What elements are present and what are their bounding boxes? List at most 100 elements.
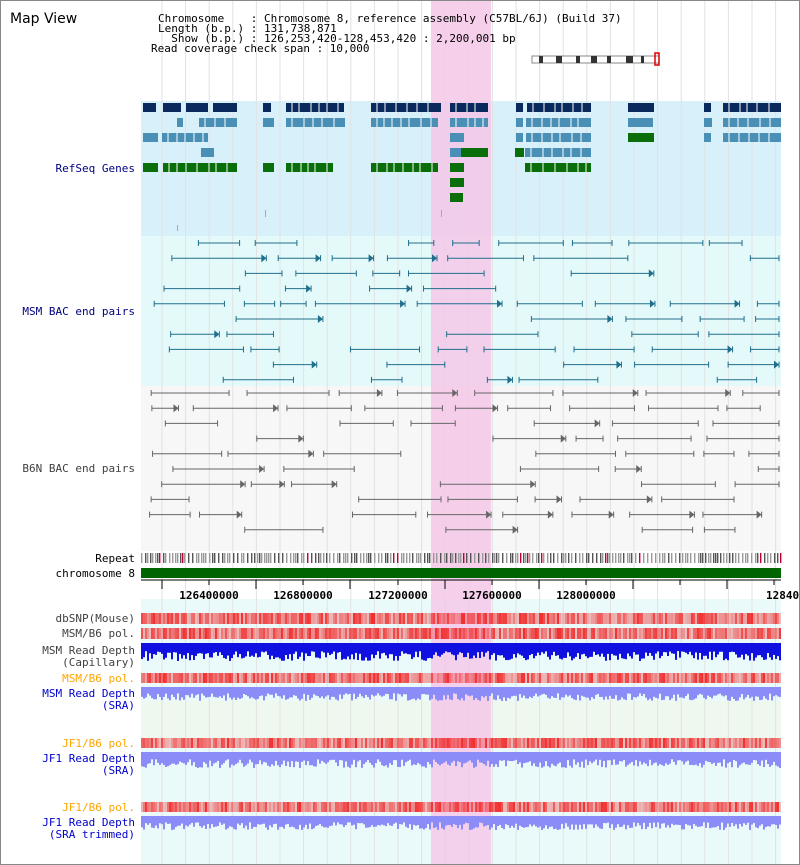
track-label-b6n-bac[interactable]: B6N BAC end pairs [22,462,135,475]
msm-depth-capillary-bar [191,643,193,656]
jf1-depth-sra-bar [205,752,207,764]
track-label-msm-depth-capillary[interactable]: MSM Read Depth [42,644,135,657]
track-label-msm-depth-sra[interactable]: MSM Read Depth [42,687,135,700]
repeat-feature [755,553,757,563]
jf1-pol-heat-cell [479,738,481,748]
jf1-pol-2-heat-cell [253,802,255,812]
msm-pol-heat-cell [457,628,459,639]
jf1-depth-trimmed-bar [553,816,555,830]
msm-pol-heat-cell [423,628,425,639]
b6n-bac-pair-arrow [646,495,652,504]
jf1-pol-2-heat-cell [515,802,517,812]
jf1-depth-trimmed-bar [721,816,723,823]
msm-pol-heat-cell [419,628,421,639]
msm-pol-heat-cell [687,628,689,639]
repeat-feature [446,553,448,563]
track-label-chromosome[interactable]: chromosome 8 [55,567,135,580]
jf1-depth-sra-bar [491,752,493,764]
gene-feature [450,103,488,112]
dbsnp-heat-cell [577,613,579,624]
jf1-depth-trimmed-bar [679,816,681,826]
msm-depth-capillary-bar [775,643,777,659]
msm-depth-sra-bar [461,687,463,699]
repeat-feature [390,553,392,563]
dbsnp-heat-cell [425,613,427,624]
ideogram-band [556,56,562,63]
msm-depth-capillary-bar [549,643,551,660]
msm-pol-heat-cell [211,628,213,639]
gene-feature [704,133,711,142]
msm-pol-heat-cell [481,628,483,639]
track-label-jf1-pol-2[interactable]: JF1/B6 pol. [62,801,135,814]
axis-tick-label: 12840 [766,589,800,602]
msm-depth-capillary-bar [663,643,665,653]
msm-depth-capillary-bar [565,643,567,658]
jf1-depth-sra-bar [525,752,527,763]
msm-pol-2-heat-cell [229,673,231,683]
jf1-pol-heat-cell [407,738,409,748]
track-label-jf1-depth-sra[interactable]: JF1 Read Depth [42,752,135,765]
msm-depth-sra-bar [511,687,513,697]
jf1-depth-trimmed-bar [449,816,451,825]
msm-pol-heat-cell [677,628,679,639]
msm-depth-sra-bar [211,687,213,694]
msm-pol-heat-cell [463,628,465,639]
dbsnp-heat-cell [683,613,685,624]
repeat-feature [525,553,527,563]
dbsnp-heat-cell [549,613,551,624]
track-label-msm-pol-2[interactable]: MSM/B6 pol. [62,672,135,685]
msm-pol-heat-cell [499,628,501,639]
msm-pol-heat-cell [415,628,417,639]
jf1-depth-trimmed-bar [591,816,593,825]
msm-pol-2-heat-cell [761,673,763,683]
track-label-jf1-pol[interactable]: JF1/B6 pol. [62,737,135,750]
jf1-depth-sra-bar [319,752,321,764]
track-label-msm-bac[interactable]: MSM BAC end pairs [22,305,135,318]
track-label-jf1-depth-trimmed[interactable]: JF1 Read Depth [42,816,135,829]
jf1-pol-2-heat-cell [483,802,485,812]
jf1-pol-2-heat-cell [657,802,659,812]
jf1-pol-2-heat-cell [739,802,741,812]
gene-feature [723,133,781,142]
jf1-depth-sra-bar [161,752,163,764]
jf1-pol-heat-cell [687,738,689,748]
msm-pol-2-heat-cell [407,673,409,683]
msm-depth-sra-bar [229,687,231,698]
jf1-depth-sra-bar [379,752,381,762]
jf1-pol-2-heat-cell [535,802,537,812]
repeat-feature [366,553,368,563]
jf1-pol-2-heat-cell [705,802,707,812]
jf1-depth-sra-bar [279,752,281,768]
msm-pol-heat-cell [761,628,763,639]
b6n-bac-pair-arrow [279,480,285,489]
track-label-msm-pol[interactable]: MSM/B6 pol. [62,627,135,640]
jf1-pol-heat-cell [585,738,587,748]
msm-pol-2-heat-cell [211,673,213,683]
jf1-pol-2-heat-cell [225,802,227,812]
jf1-pol-2-heat-cell [301,802,303,812]
msm-depth-capillary-bar [593,643,595,652]
msm-depth-sra-bar [545,687,547,695]
jf1-depth-trimmed-bar [719,816,721,830]
msm-depth-sra-bar [677,687,679,695]
dbsnp-heat-cell [223,613,225,624]
jf1-pol-2-heat-cell [211,802,213,812]
msm-depth-sra-bar [161,687,163,700]
track-label-refseq[interactable]: RefSeq Genes [55,162,135,175]
jf1-pol-2-heat-cell [453,802,455,812]
msm-depth-sra-bar [497,687,499,696]
msm-depth-sra-bar [627,687,629,694]
dbsnp-heat-cell [313,613,315,624]
msm-pol-2-heat-cell [519,673,521,683]
msm-pol-heat-cell [503,628,505,639]
jf1-pol-2-heat-cell [489,802,491,812]
msm-pol-2-heat-cell [415,673,417,683]
jf1-pol-2-heat-cell [605,802,607,812]
repeat-feature [466,553,468,563]
repeat-feature [517,553,519,563]
track-label-dbsnp[interactable]: dbSNP(Mouse) [55,612,135,625]
msm-pol-heat-cell [713,628,715,639]
track-label-repeat[interactable]: Repeat [95,552,135,565]
jf1-depth-trimmed-bar [717,816,719,826]
